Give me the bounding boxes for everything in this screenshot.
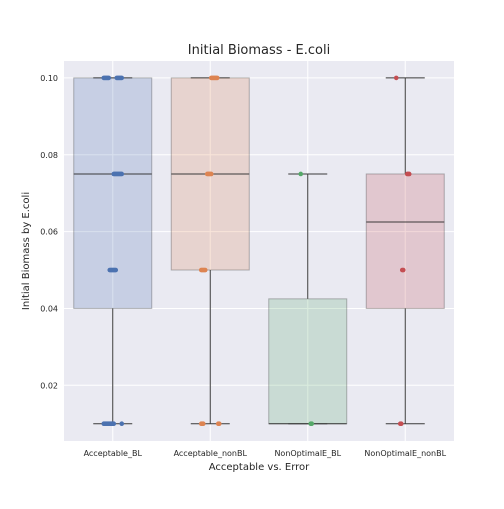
data-point — [393, 75, 399, 81]
chart-title: Initial Biomass - E.coli — [188, 43, 330, 58]
x-tick-label: Acceptable_nonBL — [174, 449, 248, 458]
x-tick-labels: Acceptable_BL Acceptable_nonBL NonOptimalE… — [84, 449, 447, 458]
plot-background — [64, 61, 454, 441]
data-point — [208, 75, 214, 81]
data-point — [107, 267, 113, 273]
x-axis-label: Acceptable vs. Error — [209, 462, 310, 473]
data-point — [215, 421, 221, 427]
data-point — [399, 267, 405, 273]
data-point — [198, 267, 204, 273]
data-point — [397, 421, 403, 427]
box-NonOptimalE_BL — [268, 173, 348, 425]
strip-points — [101, 75, 412, 427]
data-point — [308, 421, 314, 427]
x-tick-label: Acceptable_BL — [84, 449, 143, 458]
data-point — [114, 75, 120, 81]
y-tick-label: 0.06 — [40, 228, 58, 237]
x-tick-label: NonOptimalE_BL — [274, 449, 341, 458]
data-point — [119, 421, 125, 427]
y-tick-label: 0.10 — [40, 74, 58, 83]
data-point — [101, 75, 107, 81]
y-tick-label: 0.04 — [40, 304, 58, 313]
data-point — [298, 171, 304, 177]
data-point — [198, 421, 204, 427]
data-point — [111, 171, 117, 177]
box-iqr — [365, 173, 445, 309]
data-point — [404, 171, 410, 177]
y-tick-labels: 0.02 0.04 0.06 0.08 0.10 — [40, 74, 58, 390]
y-tick-label: 0.08 — [40, 151, 58, 160]
data-point — [204, 171, 210, 177]
data-point — [101, 421, 107, 427]
x-tick-label: NonOptimalE_nonBL — [364, 449, 446, 458]
y-tick-label: 0.02 — [40, 381, 58, 390]
box-iqr — [73, 77, 153, 309]
y-axis-label: Initial Biomass by E.coli — [21, 192, 32, 310]
box-iqr — [268, 298, 348, 425]
